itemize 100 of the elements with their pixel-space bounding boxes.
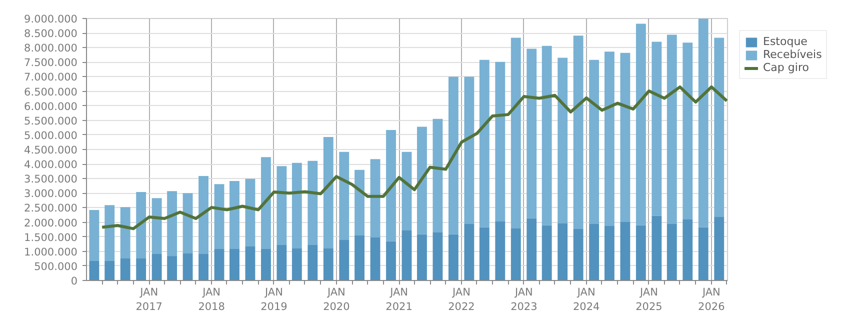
bar bbox=[89, 210, 100, 261]
bar bbox=[198, 176, 208, 254]
bar bbox=[136, 192, 146, 258]
bar bbox=[386, 241, 396, 280]
bar bbox=[558, 58, 568, 224]
legend-label: Recebíveis bbox=[763, 48, 822, 61]
y-tick-label: 8.500.000 bbox=[24, 28, 78, 40]
x-tick-label: JAN 2017 bbox=[136, 286, 162, 313]
bar bbox=[682, 219, 693, 280]
x-tick-label: JAN 2021 bbox=[386, 286, 412, 313]
bar bbox=[714, 38, 724, 218]
y-tick-label: 2.500.000 bbox=[24, 202, 78, 215]
x-tick-label: JAN 2023 bbox=[510, 286, 538, 313]
bar bbox=[510, 228, 521, 280]
bar bbox=[666, 224, 677, 280]
bar bbox=[89, 260, 100, 280]
x-tick-label: JAN 2026 bbox=[698, 286, 726, 313]
bar bbox=[402, 152, 412, 230]
bar bbox=[308, 160, 318, 245]
bar bbox=[417, 234, 427, 280]
bar bbox=[198, 254, 208, 280]
y-tick-label: 8.000.000 bbox=[24, 42, 78, 55]
bar bbox=[542, 225, 552, 280]
bar bbox=[136, 258, 146, 280]
bar bbox=[276, 244, 287, 280]
bar bbox=[323, 136, 334, 248]
bar bbox=[448, 234, 458, 280]
bar bbox=[464, 76, 474, 224]
bar bbox=[230, 249, 240, 280]
bar bbox=[230, 180, 240, 250]
bar bbox=[573, 228, 584, 280]
bar bbox=[698, 227, 708, 280]
legend-label: Cap giro bbox=[763, 61, 809, 74]
bar bbox=[495, 62, 506, 222]
bar bbox=[214, 249, 224, 280]
bar bbox=[152, 254, 162, 280]
bar bbox=[167, 191, 177, 256]
bar bbox=[339, 152, 350, 240]
bar bbox=[214, 184, 224, 250]
line-series bbox=[100, 85, 728, 230]
bar bbox=[604, 226, 614, 280]
bar bbox=[604, 52, 614, 226]
bar bbox=[120, 207, 130, 258]
bar bbox=[666, 34, 677, 224]
bar bbox=[104, 205, 115, 261]
bar bbox=[386, 130, 396, 242]
bar bbox=[464, 224, 474, 280]
bar bbox=[260, 249, 271, 280]
y-tick-label: 7.500.000 bbox=[24, 57, 78, 70]
y-tick-label: 1.500.000 bbox=[24, 232, 78, 244]
y-tick-label: 1.000.000 bbox=[24, 246, 78, 258]
bar bbox=[682, 42, 693, 220]
bar bbox=[558, 223, 568, 280]
x-tick-label: JAN 2022 bbox=[448, 286, 475, 313]
bar bbox=[260, 157, 271, 250]
x-tick-label: JAN 2018 bbox=[198, 286, 225, 313]
bar bbox=[432, 118, 443, 232]
y-tick-label: 500.000 bbox=[34, 260, 78, 273]
bar bbox=[354, 170, 364, 236]
bar bbox=[339, 240, 350, 280]
bar bbox=[448, 76, 458, 234]
y-tick-label: 5.000.000 bbox=[24, 130, 78, 142]
y-tick-label: 6.000.000 bbox=[24, 100, 78, 113]
bar bbox=[573, 36, 584, 229]
y-tick-label: 4.500.000 bbox=[24, 144, 78, 156]
y-tick-label: 5.500.000 bbox=[24, 115, 78, 128]
y-tick-label: 9.000.000 bbox=[24, 14, 78, 26]
bar bbox=[152, 198, 162, 254]
bar bbox=[292, 248, 302, 280]
bar bbox=[636, 24, 646, 226]
bar bbox=[432, 232, 443, 280]
bar bbox=[714, 217, 724, 280]
bar bbox=[589, 60, 600, 224]
bar bbox=[636, 225, 646, 280]
y-tick-label: 3.500.000 bbox=[24, 174, 78, 186]
bar bbox=[120, 258, 130, 280]
legend-label: Estoque bbox=[763, 35, 808, 48]
bar bbox=[417, 126, 427, 234]
bar bbox=[620, 52, 630, 222]
y-tick-label: 4.000.000 bbox=[24, 159, 78, 172]
bar bbox=[652, 42, 662, 216]
bar bbox=[167, 256, 177, 280]
bar bbox=[589, 224, 600, 280]
y-tick-label: 6.500.000 bbox=[24, 86, 78, 98]
bar bbox=[652, 216, 662, 280]
y-tick-label: 0 bbox=[70, 276, 78, 288]
bar bbox=[526, 218, 537, 280]
x-tick-label: JAN 2020 bbox=[323, 286, 350, 313]
bar bbox=[370, 237, 380, 280]
bar bbox=[510, 38, 521, 228]
bar bbox=[402, 230, 412, 280]
bar bbox=[182, 253, 193, 280]
bar bbox=[698, 18, 708, 228]
bar bbox=[276, 166, 287, 245]
bar bbox=[245, 178, 256, 246]
bar bbox=[354, 235, 364, 280]
bar bbox=[323, 248, 334, 280]
bar bbox=[479, 227, 490, 280]
bar bbox=[495, 221, 506, 280]
x-tick-label: JAN 2019 bbox=[260, 286, 288, 313]
